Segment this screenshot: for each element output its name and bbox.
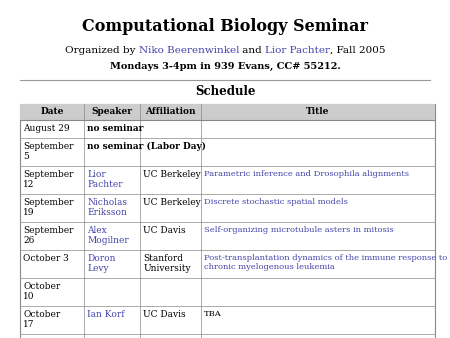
Text: Parametric inference and Drosophila alignments: Parametric inference and Drosophila alig… — [203, 170, 409, 178]
Text: Lior
Pachter: Lior Pachter — [87, 170, 123, 189]
Text: Affiliation: Affiliation — [145, 107, 196, 117]
Text: Niko Beerenwinkel: Niko Beerenwinkel — [139, 46, 239, 55]
Text: UC Davis: UC Davis — [144, 226, 186, 235]
Text: September
5: September 5 — [23, 142, 73, 162]
Text: August 29: August 29 — [23, 124, 70, 133]
Text: , Fall 2005: , Fall 2005 — [330, 46, 386, 55]
Text: UC Berkeley: UC Berkeley — [144, 198, 201, 207]
Text: no seminar (Labor Day): no seminar (Labor Day) — [87, 142, 206, 151]
Text: no seminar: no seminar — [87, 124, 144, 133]
Text: Organized by: Organized by — [65, 46, 139, 55]
Text: Discrete stochastic spatial models: Discrete stochastic spatial models — [203, 198, 347, 206]
Text: Title: Title — [306, 107, 329, 117]
Text: October
17: October 17 — [23, 310, 60, 330]
Text: Alex
Mogilner: Alex Mogilner — [87, 226, 129, 245]
Bar — [20, 104, 435, 120]
Text: UC Berkeley: UC Berkeley — [144, 170, 201, 179]
Text: Self-organizing microtubule asters in mitosis: Self-organizing microtubule asters in mi… — [203, 226, 393, 234]
Text: September
19: September 19 — [23, 198, 73, 217]
Text: Lior Pachter: Lior Pachter — [266, 46, 330, 55]
Text: TBA: TBA — [203, 310, 221, 318]
Text: Doron
Levy: Doron Levy — [87, 254, 116, 273]
Text: September
12: September 12 — [23, 170, 73, 189]
Text: Speaker: Speaker — [92, 107, 133, 117]
Text: Date: Date — [40, 107, 64, 117]
Text: September
26: September 26 — [23, 226, 73, 245]
Text: Nicholas
Eriksson: Nicholas Eriksson — [87, 198, 127, 217]
Text: Computational Biology Seminar: Computational Biology Seminar — [82, 18, 368, 35]
Text: October 3: October 3 — [23, 254, 69, 263]
Text: UC Davis: UC Davis — [144, 310, 186, 319]
Bar — [20, 104, 435, 338]
Text: and: and — [239, 46, 266, 55]
Text: Schedule: Schedule — [195, 85, 255, 98]
Text: Ian Korf: Ian Korf — [87, 310, 125, 319]
Text: Post-transplantation dynamics of the immune response to
chronic myelogenous leuk: Post-transplantation dynamics of the imm… — [203, 254, 447, 271]
Text: October
10: October 10 — [23, 282, 60, 301]
Text: Mondays 3-4pm in 939 Evans, CC# 55212.: Mondays 3-4pm in 939 Evans, CC# 55212. — [110, 62, 340, 71]
Text: Stanford
University: Stanford University — [144, 254, 191, 273]
